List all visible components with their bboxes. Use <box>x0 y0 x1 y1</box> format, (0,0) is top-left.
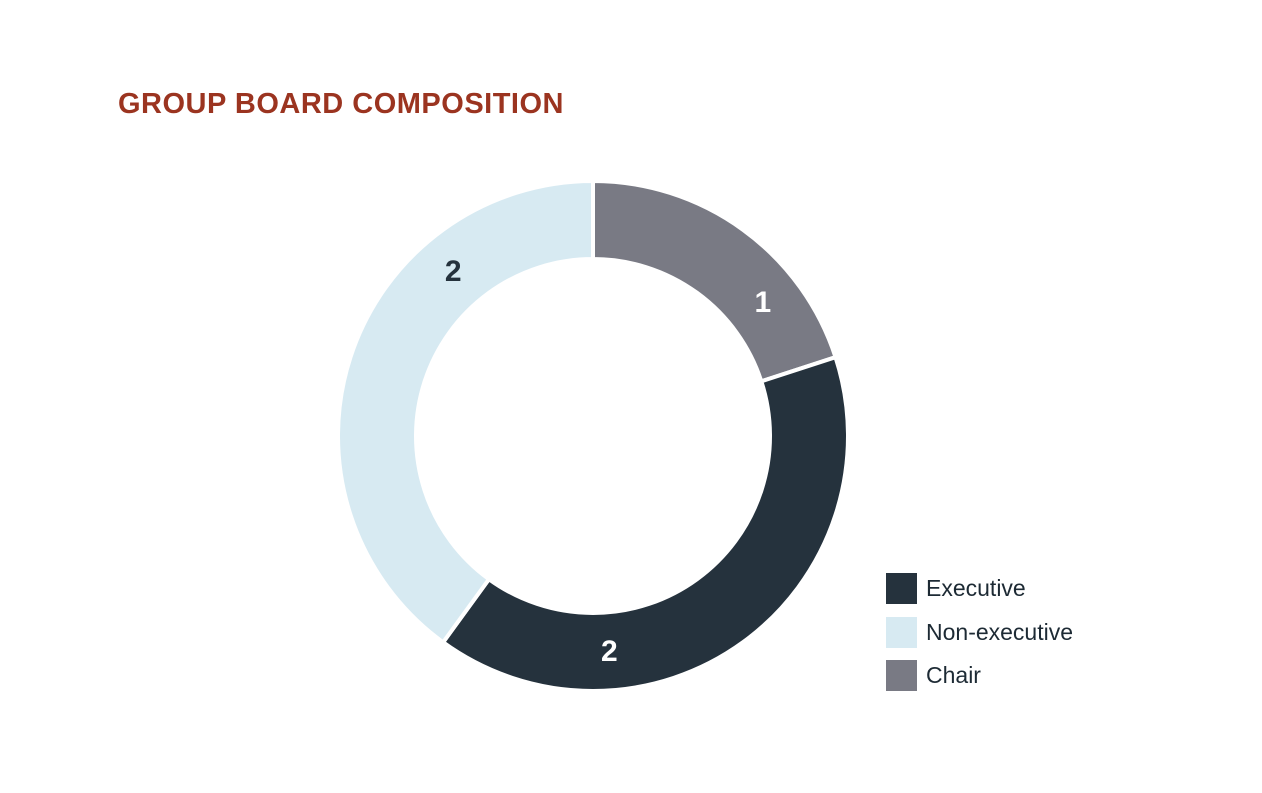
donut-slice-non-executive <box>336 178 595 646</box>
donut-slice-executive <box>440 354 850 693</box>
chart-title: GROUP BOARD COMPOSITION <box>118 88 564 120</box>
legend-item-chair: Chair <box>886 659 1073 692</box>
legend-item-executive: Executive <box>886 572 1073 605</box>
legend-label-non-executive: Non-executive <box>926 618 1074 645</box>
legend-item-non-executive: Non-executive <box>886 616 1073 649</box>
legend-swatch-non-executive <box>886 616 917 648</box>
legend-swatch-executive <box>886 573 917 604</box>
slice-value-label-executive: 2 <box>601 635 618 668</box>
legend-label-chair: Chair <box>926 662 981 688</box>
donut-slice-labels: 1 2 2 <box>445 255 771 668</box>
donut-slice-chair <box>591 178 839 384</box>
legend-swatch-chair <box>886 660 917 691</box>
slice-value-label-non-executive: 2 <box>445 255 462 288</box>
slice-value-label-chair: 1 <box>754 286 771 319</box>
legend-label-executive: Executive <box>926 575 1026 601</box>
chart-legend: Executive Non-executive Chair <box>886 572 1073 703</box>
donut-slices <box>336 178 850 693</box>
